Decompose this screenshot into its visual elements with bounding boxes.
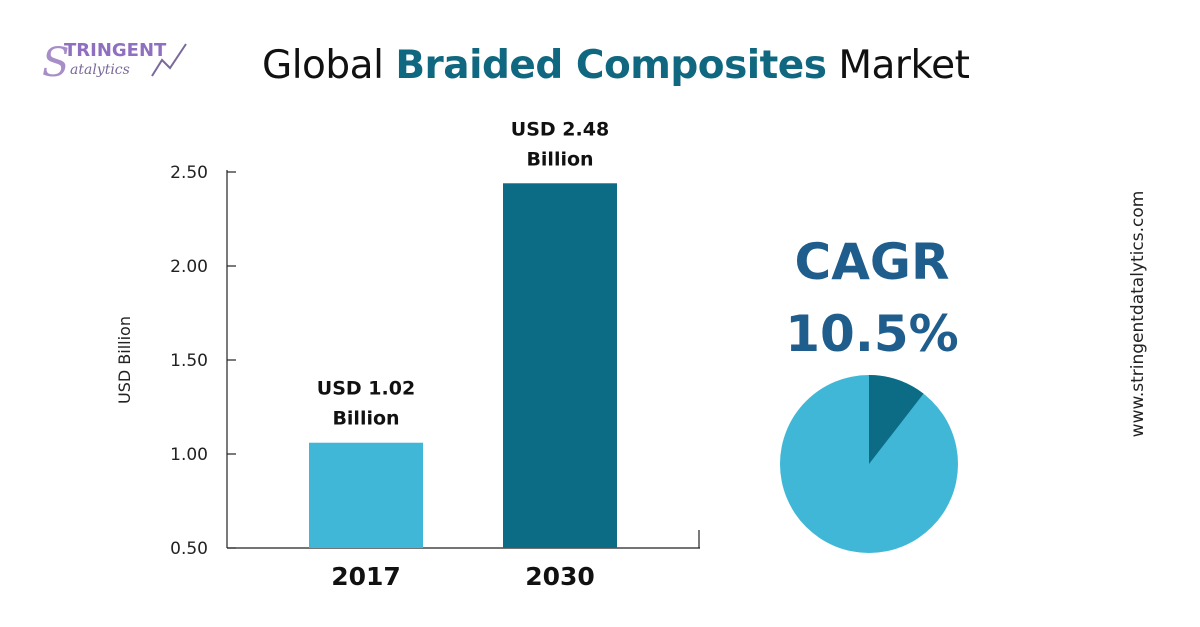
- y-ticks: 0.50 1.00 1.50 2.00 2.50: [170, 163, 236, 559]
- y-tick-label: 0.50: [170, 539, 208, 559]
- title-highlight: Braided Composites: [395, 43, 827, 88]
- logo-initial: S: [42, 40, 69, 84]
- title-prefix: Global: [262, 43, 396, 88]
- pie-cagr-slice: [869, 375, 924, 464]
- logo-trend-icon: [151, 43, 187, 77]
- bars: [309, 183, 617, 548]
- data-label-2017-line1: USD 1.02: [317, 378, 415, 400]
- y-tick-label: 2.50: [170, 163, 208, 183]
- stringent-datalytics-logo: S TRINGENT atalytics: [42, 40, 187, 84]
- chart-title: Global Braided Composites Market: [262, 42, 970, 90]
- cagr-label: CAGR: [794, 233, 950, 291]
- x-tick-label-2017: 2017: [331, 562, 401, 591]
- y-axis-label: USD Billion: [115, 316, 134, 404]
- cagr-pie: [780, 375, 958, 553]
- logo-secondary-text: atalytics: [70, 62, 130, 78]
- x-tick-label-2030: 2030: [525, 562, 595, 591]
- logo-primary-text: TRINGENT: [64, 40, 167, 61]
- bar-2030: [503, 183, 617, 548]
- data-label-2030-line1: USD 2.48: [511, 118, 609, 140]
- y-tick-label: 1.50: [170, 351, 208, 371]
- cagr-value: 10.5%: [785, 305, 959, 363]
- bar-chart: 0.501.001.502.002.50 USD 1.02BillionUSD …: [115, 118, 700, 591]
- title-suffix: Market: [826, 43, 970, 88]
- data-label-2030-line2: Billion: [526, 148, 593, 170]
- category-labels: 2017 2030: [331, 562, 595, 591]
- y-tick-label: 2.00: [170, 257, 208, 277]
- website-text[interactable]: www.stringentdatalytics.com: [1128, 190, 1148, 438]
- y-tick-label: 1.00: [170, 445, 208, 465]
- data-labels: USD 1.02 Billion USD 2.48 Billion: [317, 118, 609, 429]
- data-label-2017-line2: Billion: [332, 408, 399, 430]
- bar-2017: [309, 442, 423, 548]
